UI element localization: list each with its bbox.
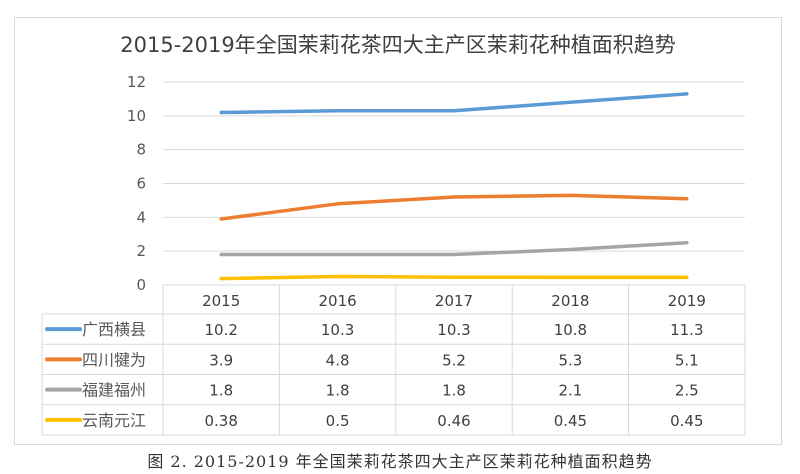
table-cell-value: 11.3: [670, 321, 703, 339]
chart-title: 2015-2019年全国茉莉花茶四大主产区茉莉花种植面积趋势: [120, 33, 675, 57]
series-lines: [219, 92, 689, 281]
x-category-label: 2017: [435, 292, 473, 310]
table-cell-value: 0.38: [204, 412, 237, 430]
figure-caption: 图 2. 2015-2019 年全国茉莉花茶四大主产区茉莉花种植面积趋势: [147, 452, 653, 471]
table-cell-value: 3.9: [209, 351, 233, 369]
table-cell-value: 0.45: [554, 412, 587, 430]
table-cell-value: 0.45: [670, 412, 703, 430]
table-cell-value: 0.46: [437, 412, 470, 430]
series-line-0: [219, 92, 689, 115]
x-category-label: 2015: [202, 292, 240, 310]
legend-label: 广西横县: [82, 320, 146, 339]
legend-label: 四川犍为: [82, 350, 146, 369]
table-cell-value: 5.1: [675, 351, 699, 369]
gridlines: [163, 81, 745, 252]
table-cell-value: 2.5: [675, 382, 699, 400]
table-cell-value: 5.2: [442, 351, 466, 369]
chart-frame: [14, 17, 782, 445]
y-tick-label: 4: [136, 208, 146, 226]
y-tick-label: 6: [136, 175, 146, 193]
table-cell-value: 10.2: [204, 321, 237, 339]
y-tick-label: 10: [127, 107, 146, 125]
y-tick-label: 2: [136, 242, 146, 260]
y-tick-label: 12: [127, 73, 146, 91]
y-tick-label: 0: [136, 276, 146, 294]
series-line-3: [219, 274, 689, 281]
series-line-1: [219, 193, 689, 221]
legend-label: 云南元江: [82, 411, 146, 430]
table-cell-value: 10.3: [437, 321, 470, 339]
data-table: 2015 2016 2017 2018 2019 广西横县 10.2 10.3 10.3 10.8…: [41, 284, 746, 436]
x-category-label: 2019: [668, 292, 706, 310]
series-line-2: [219, 240, 689, 257]
table-cell-value: 0.5: [326, 412, 350, 430]
y-tick-label: 8: [136, 141, 146, 159]
x-category-label: 2018: [551, 292, 589, 310]
table-cell-value: 1.8: [326, 382, 350, 400]
legend-label: 福建福州: [82, 381, 146, 400]
table-cell-value: 10.3: [321, 321, 354, 339]
table-cell-value: 4.8: [326, 351, 350, 369]
table-cell-value: 1.8: [442, 382, 466, 400]
table-cell-value: 10.8: [554, 321, 587, 339]
y-axis-ticks: 0 2 4 6 8 10 12: [127, 73, 146, 294]
table-cell-value: 5.3: [558, 351, 582, 369]
x-category-label: 2016: [319, 292, 357, 310]
table-cell-value: 2.1: [558, 382, 582, 400]
table-cell-value: 1.8: [209, 382, 233, 400]
